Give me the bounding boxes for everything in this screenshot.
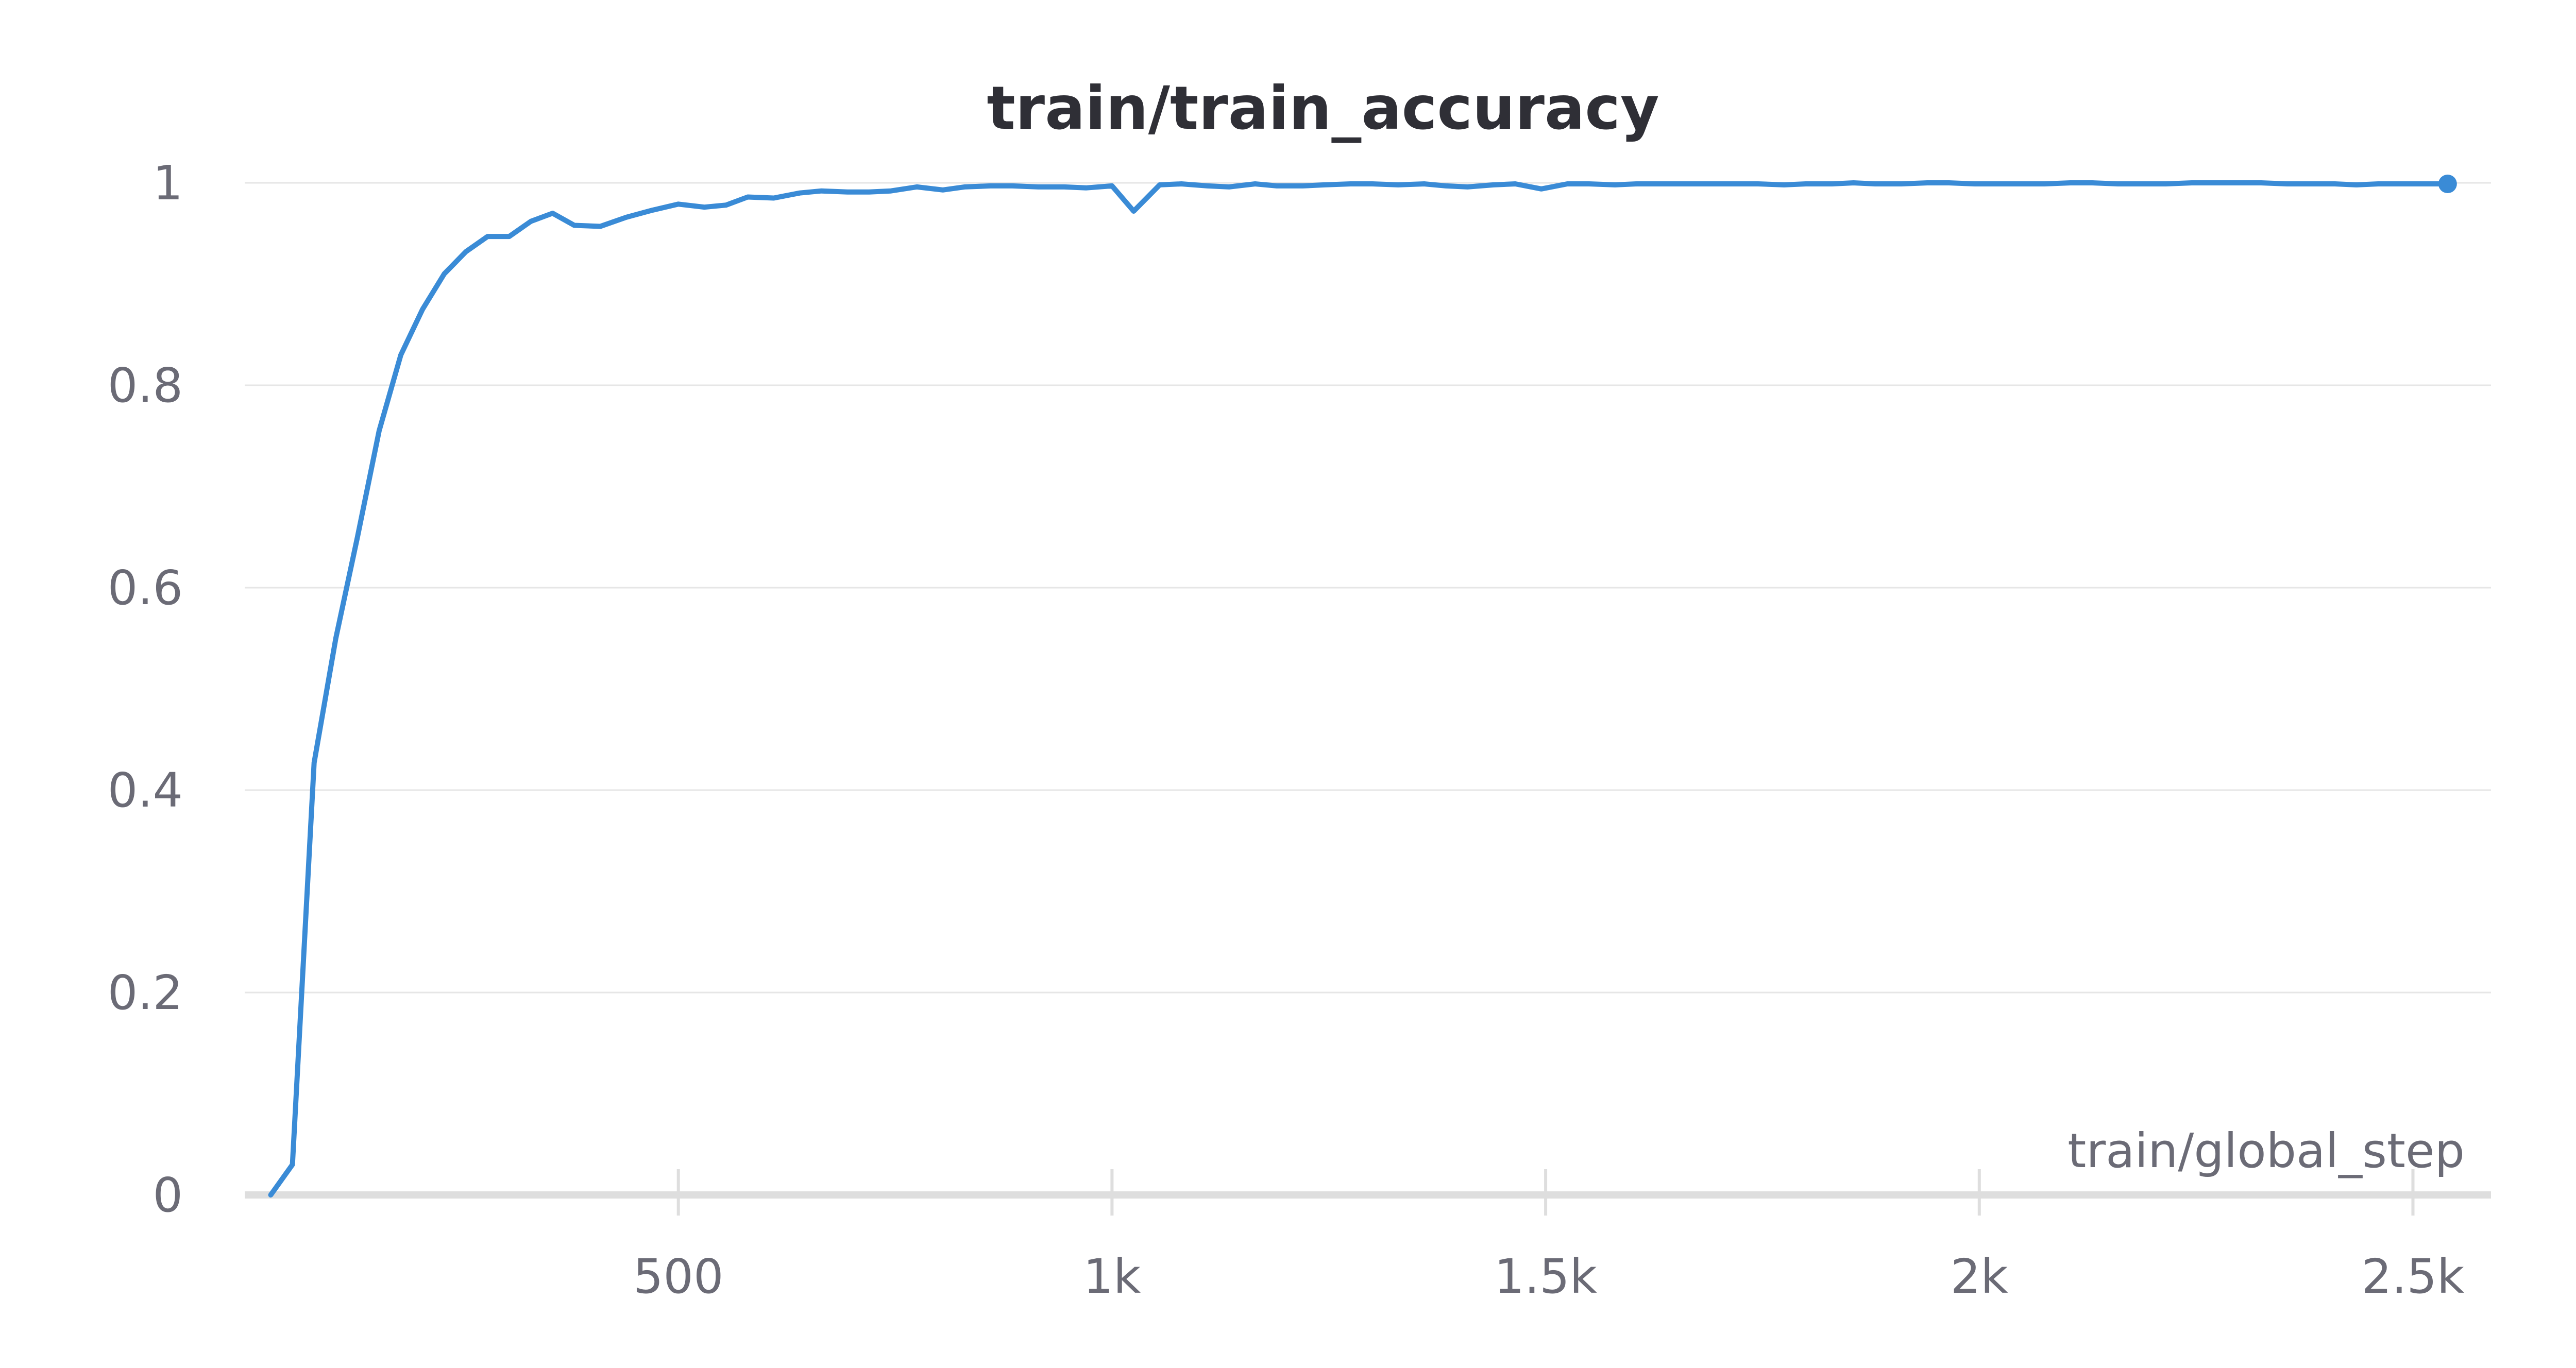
x-tick-label: 2.5k bbox=[2362, 1249, 2465, 1304]
series-layer bbox=[268, 174, 2457, 1198]
last-point-marker[interactable] bbox=[2438, 174, 2457, 193]
y-tick-label: 0 bbox=[152, 1168, 183, 1223]
x-tick-label: 500 bbox=[633, 1249, 724, 1304]
chart-title: train/train_accuracy bbox=[987, 74, 1659, 143]
gridlines bbox=[245, 182, 2491, 994]
x-axis-label: train/global_step bbox=[2067, 1123, 2465, 1178]
y-tick-label: 0.6 bbox=[108, 560, 183, 615]
x-tick-label: 1k bbox=[1083, 1249, 1141, 1304]
y-tick-label: 1 bbox=[152, 156, 183, 211]
y-tick-label: 0.4 bbox=[108, 763, 183, 818]
y-tick-label: 0.2 bbox=[108, 965, 183, 1020]
x-tick-label: 1.5k bbox=[1494, 1249, 1597, 1304]
y-tick-label: 0.8 bbox=[108, 358, 183, 413]
x-tick-label: 2k bbox=[1951, 1249, 2009, 1304]
series-line bbox=[268, 180, 2450, 1198]
axes: 0 0.2 0.4 0.6 0.8 1 500 1k 1.5k 2k 2.5k bbox=[108, 156, 2491, 1304]
